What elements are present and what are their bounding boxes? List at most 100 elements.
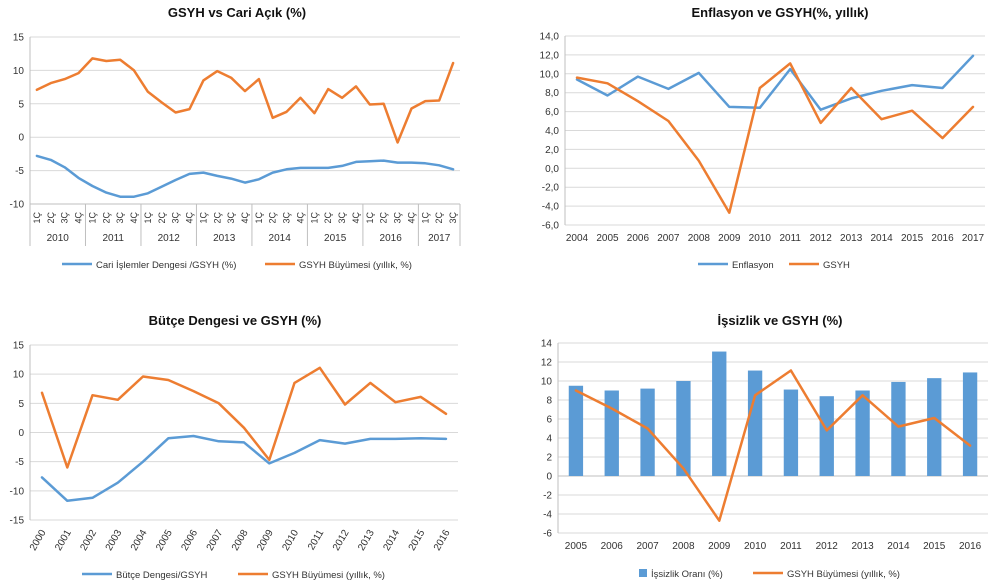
bar-unemployment (747, 370, 763, 476)
y-tick-label: -4,0 (542, 202, 560, 213)
legend-label-gdp-growth: GSYH Büyümesi (yıllık, %) (787, 569, 900, 580)
quarter-tick-label: 1Ç (143, 212, 153, 224)
legend: İşsizlik Oranı (%) GSYH Büyümesi (yıllık… (639, 569, 900, 580)
y-tick-label: 14,0 (540, 32, 560, 43)
x-tick-label: 2013 (840, 233, 863, 244)
quarter-tick-label: 3Ç (171, 212, 181, 224)
y-tick-label: -2,0 (542, 183, 560, 194)
quarter-tick-label: 3Ç (337, 212, 347, 224)
quarter-tick-label: 4Ç (295, 212, 305, 224)
quarter-tick-label: 2Ç (379, 212, 389, 224)
series-line-0 (575, 54, 975, 111)
y-tick-label: 0,0 (545, 164, 559, 175)
series-line-0 (35, 154, 455, 198)
x-tick-label: 2015 (901, 233, 924, 244)
x-tick-label: 2014 (887, 541, 910, 552)
x-tick-label: 2016 (432, 528, 453, 553)
y-tick-label: -5 (15, 457, 24, 468)
x-tick-label: 2012 (331, 528, 352, 553)
y-tick-label: 0 (18, 133, 24, 144)
year-tick-label: 2017 (428, 233, 451, 244)
legend-label-budget-balance: Bütçe Dengesi/GSYH (116, 570, 207, 581)
y-tick-label: -10 (10, 486, 25, 497)
bar-unemployment (640, 388, 655, 476)
year-tick-label: 2016 (380, 233, 403, 244)
bar-unemployment (891, 381, 906, 476)
quarter-tick-label: 3Ç (115, 212, 125, 224)
quarter-tick-label: 3Ç (448, 212, 458, 224)
x-tick-label: 2012 (810, 233, 833, 244)
quarter-tick-label: 2Ç (157, 212, 167, 224)
bar-unemployment (568, 385, 584, 476)
x-tick-label: 2007 (657, 233, 680, 244)
quarter-tick-label: 4Ç (185, 212, 195, 224)
y-tick-label: 2 (546, 453, 552, 464)
quarter-tick-label: 3Ç (282, 212, 292, 224)
quarter-tick-label: 1Ç (420, 212, 430, 224)
series-line-1 (35, 57, 455, 144)
y-tick-label: -15 (10, 516, 25, 527)
quarter-tick-label: 3Ç (393, 212, 403, 224)
chart-title: İşsizlik ve GSYH (%) (718, 313, 843, 328)
x-tick-label: 2008 (688, 233, 711, 244)
x-tick-label: 2010 (749, 233, 772, 244)
year-tick-label: 2012 (158, 233, 181, 244)
bar-unemployment (927, 378, 942, 476)
y-tick-label: 10 (541, 377, 553, 388)
year-tick-label: 2013 (213, 233, 236, 244)
y-tick-label: 12 (541, 358, 553, 369)
quarter-tick-label: 4Ç (129, 212, 139, 224)
x-tick-label: 2006 (627, 233, 650, 244)
y-tick-label: 5 (18, 99, 24, 110)
x-tick-label: 2009 (255, 528, 276, 553)
x-tick-label: 2016 (931, 233, 954, 244)
y-tick-label: 12,0 (540, 50, 560, 61)
legend-swatch-unemployment (639, 569, 647, 577)
quarter-tick-label: 2Ç (323, 212, 333, 224)
x-tick-label: 2013 (851, 541, 874, 552)
y-tick-label: -4 (543, 510, 552, 521)
quarter-tick-label: 2Ç (101, 212, 111, 224)
quarter-tick-label: 1Ç (365, 212, 375, 224)
series-line-0 (40, 434, 448, 503)
legend-label-gdp: GSYH (823, 260, 850, 271)
year-tick-label: 2010 (47, 233, 70, 244)
x-tick-label: 2009 (708, 541, 731, 552)
x-tick-label: 2010 (280, 528, 301, 553)
y-tick-label: 6,0 (545, 107, 559, 118)
quarter-tick-label: 2Ç (268, 212, 278, 224)
quarter-tick-label: 2Ç (46, 212, 56, 224)
quarter-tick-label: 1Ç (32, 212, 42, 224)
legend: Bütçe Dengesi/GSYH GSYH Büyümesi (yıllık… (82, 570, 385, 581)
x-tick-label: 2005 (154, 528, 175, 553)
chart-title: GSYH vs Cari Açık (%) (168, 5, 306, 20)
y-tick-label: 5 (18, 399, 24, 410)
y-tick-label: 8,0 (545, 88, 559, 99)
x-tick-label: 2011 (779, 233, 801, 244)
x-tick-label: 2011 (780, 541, 802, 552)
y-tick-label: -10 (10, 200, 25, 211)
quarter-tick-label: 1Ç (87, 212, 97, 224)
x-tick-label: 2001 (53, 528, 74, 553)
year-tick-label: 2015 (324, 233, 347, 244)
quarter-tick-label: 1Ç (198, 212, 208, 224)
bar-unemployment (604, 390, 619, 476)
y-tick-label: 6 (546, 415, 552, 426)
y-tick-label: 14 (541, 339, 553, 350)
chart-title: Bütçe Dengesi ve GSYH (%) (149, 313, 322, 328)
legend-label-unemployment: İşsizlik Oranı (%) (651, 569, 723, 580)
x-tick-label: 2005 (596, 233, 619, 244)
x-tick-label: 2003 (104, 528, 125, 553)
y-tick-label: 15 (13, 33, 25, 44)
quarter-tick-label: 3Ç (60, 212, 70, 224)
x-tick-label: 2014 (870, 233, 893, 244)
y-tick-label: -5 (15, 166, 24, 177)
bar-unemployment (676, 381, 691, 476)
x-tick-label: 2004 (566, 233, 589, 244)
legend-label-current-account: Cari İşlemler Dengesi /GSYH (%) (96, 260, 236, 271)
x-tick-label: 2017 (962, 233, 985, 244)
year-tick-label: 2011 (102, 233, 124, 244)
x-tick-label: 2000 (28, 528, 49, 553)
x-tick-label: 2015 (407, 528, 428, 553)
